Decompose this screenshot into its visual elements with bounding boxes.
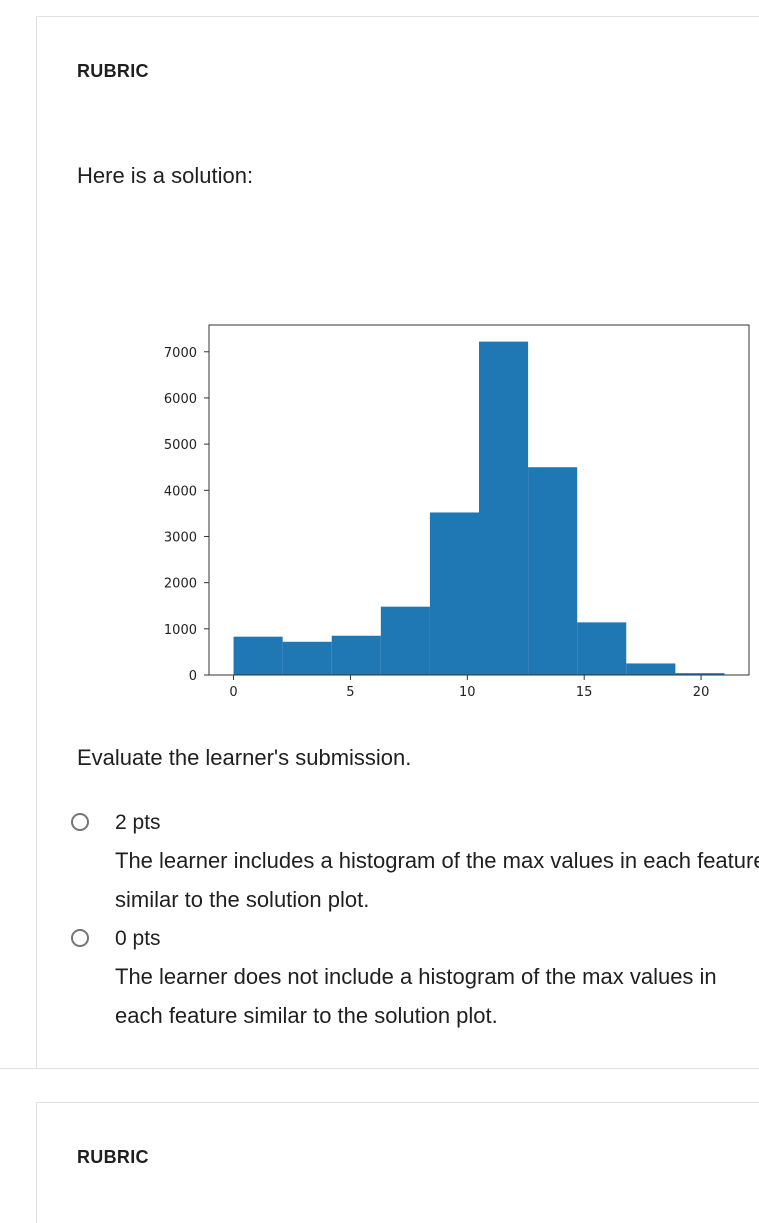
x-tick-label: 5 <box>346 685 354 700</box>
histogram-bar <box>577 622 627 675</box>
histogram-bar <box>233 636 283 675</box>
y-tick-label: 6000 <box>164 392 197 407</box>
x-tick-label: 15 <box>576 685 593 700</box>
histogram-bar <box>528 467 578 675</box>
plot-frame <box>208 324 750 676</box>
y-tick-label: 1000 <box>164 623 197 638</box>
y-tick-label: 2000 <box>164 577 197 592</box>
option-description-line: The learner does not include a histogram… <box>115 964 717 989</box>
rubric-card: RUBRIC <box>36 1102 759 1223</box>
radio-button[interactable] <box>71 929 89 947</box>
option-description-line: each feature similar to the solution plo… <box>115 1003 498 1028</box>
option-description: The learner does not include a histogram… <box>115 957 759 1035</box>
rubric-heading: RUBRIC <box>77 1147 149 1167</box>
y-tick-label: 4000 <box>164 484 197 499</box>
divider <box>0 1068 759 1069</box>
histogram-bar <box>675 673 725 675</box>
histogram-bar <box>282 641 332 675</box>
y-tick-label: 7000 <box>164 346 197 361</box>
x-tick-label: 20 <box>693 685 710 700</box>
solution-histogram: 0 1000 2000 3000 4000 5000 6000 7000 0 5 10 15 20 <box>164 324 750 700</box>
y-tick-label: 3000 <box>164 530 197 545</box>
option-points: 0 pts <box>115 927 161 950</box>
x-tick-label: 10 <box>459 685 476 700</box>
histogram-bar <box>429 512 479 675</box>
solution-prompt: Here is a solution: <box>77 163 254 188</box>
histogram-bar <box>626 663 676 675</box>
radio-button[interactable] <box>71 813 89 831</box>
rubric-card: RUBRIC Here is a solution: 0 1000 2000 3000… <box>36 16 759 1069</box>
option-description: The learner includes a histogram of the … <box>115 848 759 912</box>
rubric-heading: RUBRIC <box>77 61 149 81</box>
x-tick-label: 0 <box>229 685 237 700</box>
histogram-bar <box>380 606 430 675</box>
histogram-bar <box>479 341 529 675</box>
histogram-bar <box>331 635 381 675</box>
y-tick-label: 0 <box>189 669 197 684</box>
option-points: 2 pts <box>115 811 161 834</box>
y-tick-label: 5000 <box>164 438 197 453</box>
evaluate-instruction: Evaluate the learner's submission. <box>77 745 412 770</box>
